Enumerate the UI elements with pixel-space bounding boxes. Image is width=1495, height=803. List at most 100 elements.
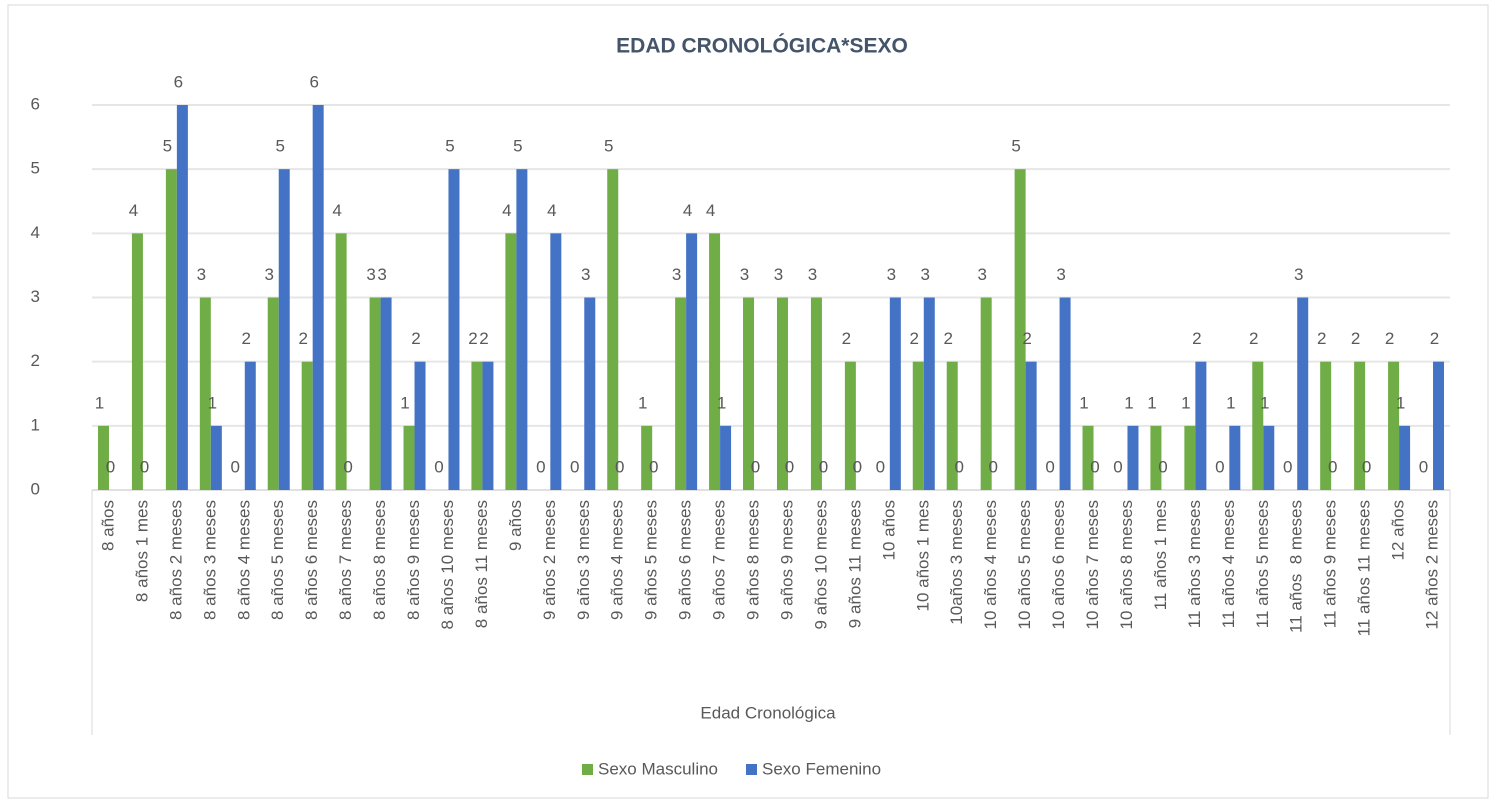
data-label: 0: [1113, 457, 1122, 476]
y-tick-label: 4: [31, 223, 40, 242]
data-label: 3: [264, 265, 273, 284]
data-label: 3: [977, 265, 986, 284]
chart-title: EDAD CRONOLÓGICA*SEXO: [616, 34, 908, 58]
y-tick-label: 2: [31, 351, 40, 370]
data-label: 2: [479, 329, 488, 348]
bar: [980, 297, 992, 490]
data-label: 1: [1079, 393, 1088, 412]
bar: [1297, 297, 1309, 490]
data-label: 4: [129, 201, 138, 220]
data-label: 1: [400, 393, 409, 412]
data-label: 0: [570, 457, 579, 476]
bar: [131, 233, 143, 491]
y-tick-label: 6: [31, 94, 40, 113]
x-tick-label: 11 años 3 meses: [1185, 500, 1204, 628]
legend-label: Sexo Masculino: [598, 759, 718, 778]
data-label: 4: [547, 201, 556, 220]
data-label: 0: [649, 457, 658, 476]
bar: [1014, 169, 1026, 490]
data-label: 1: [208, 393, 217, 412]
data-label: 0: [231, 457, 240, 476]
data-label: 2: [1022, 329, 1031, 348]
x-tick-label: 8 años: [98, 500, 117, 551]
bar: [199, 297, 211, 490]
x-tick-label: 9 años 9 meses: [777, 500, 796, 620]
data-label: 2: [1351, 329, 1360, 348]
data-label: 0: [343, 457, 352, 476]
bar: [1388, 361, 1400, 490]
x-tick-label: 10 años 8 meses: [1117, 500, 1136, 629]
bar: [267, 297, 279, 490]
x-tick-label: 9 años: [506, 500, 525, 551]
data-label: 1: [1181, 393, 1190, 412]
x-tick-label: 11 años 5 meses: [1253, 500, 1272, 628]
bar: [448, 169, 460, 490]
bar: [641, 425, 653, 490]
bar: [505, 233, 517, 491]
bar: [923, 297, 935, 490]
x-axis-title: Edad Cronológica: [700, 703, 836, 722]
bar: [1025, 361, 1037, 490]
bar: [743, 297, 755, 490]
x-tick-label: 10 años 5 meses: [1015, 500, 1034, 629]
bar: [1433, 361, 1445, 490]
x-tick-label: 11 años 11 meses: [1355, 500, 1374, 636]
data-label: 2: [842, 329, 851, 348]
x-tick-label: 11 años 9 meses: [1321, 500, 1340, 628]
x-tick-label: 8 años 1 mes: [132, 500, 151, 602]
data-label: 2: [468, 329, 477, 348]
x-tick-label: 10 años: [879, 500, 898, 561]
data-label: 6: [309, 72, 318, 91]
bar: [471, 361, 483, 490]
data-label: 3: [672, 265, 681, 284]
x-tick-label: 10 años 4 meses: [981, 500, 1000, 629]
data-label: 0: [106, 457, 115, 476]
data-label: 3: [808, 265, 817, 284]
data-label: 0: [536, 457, 545, 476]
x-tick-label: 9 años 4 meses: [608, 500, 627, 620]
bar: [810, 297, 822, 490]
data-label: 2: [298, 329, 307, 348]
data-label: 3: [366, 265, 375, 284]
bar: [1195, 361, 1207, 490]
data-label: 0: [988, 457, 997, 476]
bar: [97, 425, 109, 490]
x-tick-label: 9 años 10 meses: [811, 500, 830, 629]
bar: [482, 361, 494, 490]
x-tick-label: 9 años 2 meses: [540, 500, 559, 620]
x-tick-label: 8 años 8 meses: [370, 500, 389, 620]
bar: [776, 297, 788, 490]
data-label: 3: [774, 265, 783, 284]
data-label: 0: [140, 457, 149, 476]
data-label: 2: [1385, 329, 1394, 348]
data-label: 3: [921, 265, 930, 284]
y-tick-label: 0: [31, 479, 40, 498]
data-label: 3: [1294, 265, 1303, 284]
bar: [1229, 425, 1241, 490]
y-tick-label: 3: [31, 287, 40, 306]
data-label: 5: [445, 137, 454, 156]
data-label: 1: [1147, 393, 1156, 412]
data-label: 4: [683, 201, 692, 220]
data-label: 1: [1396, 393, 1405, 412]
bar: [1150, 425, 1162, 490]
data-label: 0: [1328, 457, 1337, 476]
bar: [584, 297, 596, 490]
data-label: 5: [513, 137, 522, 156]
bar: [244, 361, 256, 490]
data-label: 3: [887, 265, 896, 284]
data-label: 5: [275, 137, 284, 156]
bar: [335, 233, 347, 491]
bar: [1059, 297, 1071, 490]
data-label: 0: [785, 457, 794, 476]
bar: [720, 425, 732, 490]
bar: [516, 169, 528, 490]
x-tick-label: 11 años 1 mes: [1151, 500, 1170, 610]
x-tick-label: 8 años 11 meses: [472, 500, 491, 628]
y-tick-label: 5: [31, 159, 40, 178]
x-tick-label: 9 años 6 meses: [676, 500, 695, 620]
data-label: 0: [876, 457, 885, 476]
bar: [550, 233, 562, 491]
x-tick-label: 8 años 4 meses: [234, 500, 253, 620]
